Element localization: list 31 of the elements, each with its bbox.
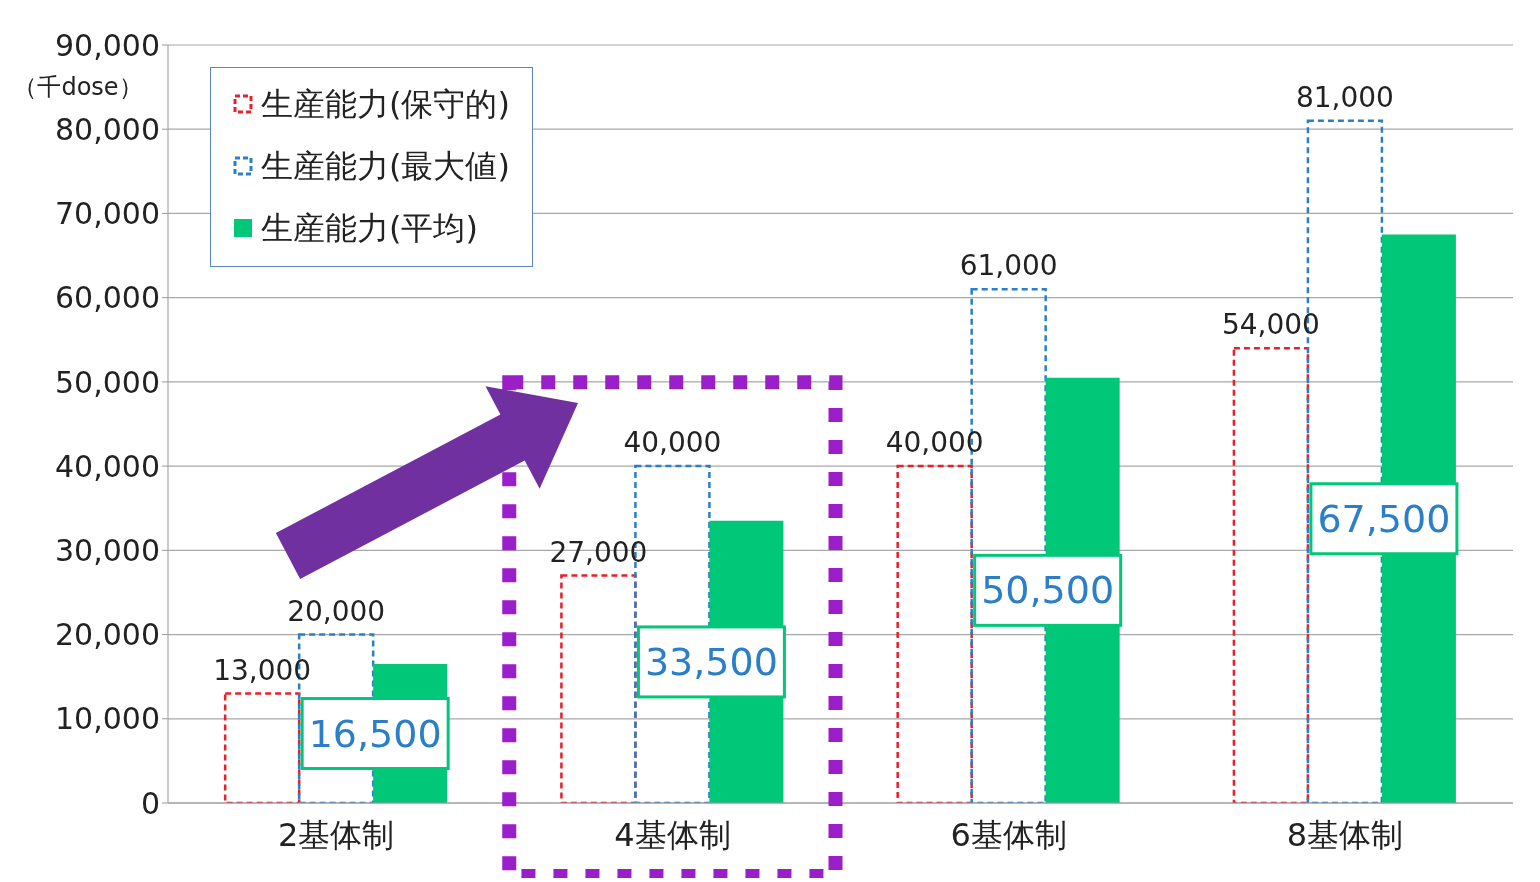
data-label: 50,500 [981,568,1115,613]
x-tick-label: 4基体制 [614,815,731,854]
data-label: 16,500 [308,711,442,756]
legend-label: 生産能力(平均) [261,208,478,249]
data-label: 40,000 [623,426,722,460]
legend-label: 生産能力(保守的) [261,84,510,125]
legend-label: 生産能力(最大値) [261,146,510,187]
y-tick-label: 80,000 [55,111,160,147]
data-label: 67,500 [1317,496,1451,541]
y-tick-label: 50,000 [55,364,160,400]
data-label: 33,500 [644,639,778,684]
y-tick-label: 90,000 [55,27,160,63]
y-tick-label: 60,000 [55,280,160,316]
y-axis-title: （千dose） [13,73,143,101]
y-tick-label: 0 [140,785,160,821]
data-label: 27,000 [549,535,648,569]
data-label: 40,000 [885,426,984,460]
y-tick-label: 30,000 [55,532,160,568]
x-tick-label: 8基体制 [1286,815,1404,854]
data-label: 61,000 [959,249,1058,283]
data-label: 20,000 [287,594,386,628]
y-tick-label: 70,000 [55,196,160,232]
data-label: 13,000 [213,653,312,687]
data-label: 54,000 [1221,308,1320,342]
y-tick-label: 40,000 [55,448,160,484]
data-label: 81,000 [1295,80,1394,114]
x-tick-label: 6基体制 [950,815,1067,854]
y-tick-label: 10,000 [55,701,160,737]
x-tick-label: 2基体制 [277,815,395,854]
bar [1232,346,1310,803]
y-tick-label: 20,000 [55,617,160,653]
